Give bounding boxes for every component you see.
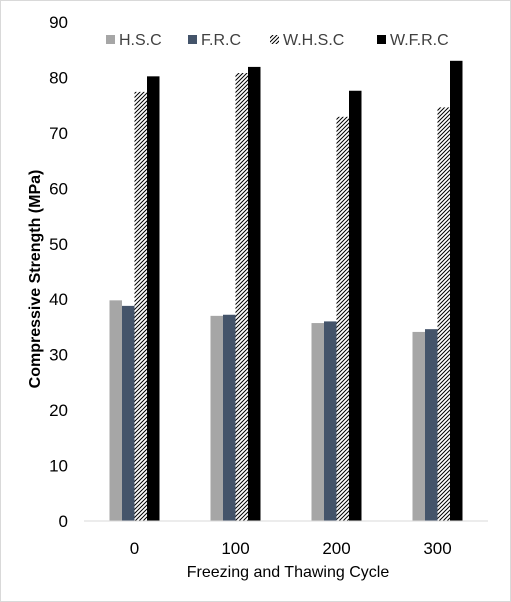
bar-frc-100 — [223, 314, 236, 521]
bar-whsc-200 — [336, 116, 349, 521]
bar-hsc-100 — [210, 315, 223, 521]
bar-whsc-300 — [437, 107, 450, 521]
y-axis-title: Compressive Strength (MPa) — [27, 170, 44, 389]
legend-swatch-whsc — [270, 35, 279, 44]
legend-label: W.H.S.C — [283, 32, 344, 49]
x-tick-label: 0 — [130, 539, 139, 558]
bar-hsc-0 — [109, 300, 122, 521]
bar-wfrc-100 — [248, 66, 261, 521]
bar-frc-200 — [324, 321, 337, 521]
bar-wfrc-300 — [450, 60, 463, 522]
x-axis-title: Freezing and Thawing Cycle — [187, 564, 390, 581]
legend-label: H.S.C — [119, 32, 162, 49]
legend-label: F.R.C — [201, 32, 241, 49]
legend: H.S.C F.R.C W.H.S.C W.F.R.C — [106, 32, 449, 49]
bar-whsc-0 — [134, 91, 147, 522]
bar-whsc-100 — [235, 73, 248, 521]
y-tick-label: 50 — [49, 235, 68, 254]
x-tick-label: 200 — [322, 539, 350, 558]
y-tick-label: 10 — [49, 457, 68, 476]
bar-wfrc-0 — [147, 76, 160, 521]
x-axis-ticks: 0 100 200 300 — [130, 539, 452, 558]
y-tick-label: 30 — [49, 346, 68, 365]
y-tick-label: 60 — [49, 179, 68, 198]
legend-label: W.F.R.C — [390, 32, 449, 49]
y-axis-ticks: 0 10 20 30 40 50 60 70 80 90 — [49, 13, 68, 531]
bar-frc-0 — [122, 305, 135, 521]
legend-swatch-wfrc — [377, 35, 386, 44]
legend-swatch-hsc — [106, 35, 115, 44]
bars — [109, 60, 463, 522]
y-tick-label: 80 — [49, 68, 68, 87]
y-tick-label: 20 — [49, 401, 68, 420]
bar-hsc-200 — [311, 323, 324, 521]
bar-wfrc-200 — [349, 90, 362, 521]
x-tick-label: 300 — [423, 539, 451, 558]
y-tick-label: 70 — [49, 124, 68, 143]
y-tick-label: 40 — [49, 290, 68, 309]
y-tick-label: 90 — [49, 13, 68, 32]
legend-swatch-frc — [188, 35, 197, 44]
x-tick-label: 100 — [221, 539, 249, 558]
bar-frc-300 — [425, 329, 438, 521]
bar-hsc-300 — [412, 331, 425, 521]
y-tick-label: 0 — [59, 512, 68, 531]
